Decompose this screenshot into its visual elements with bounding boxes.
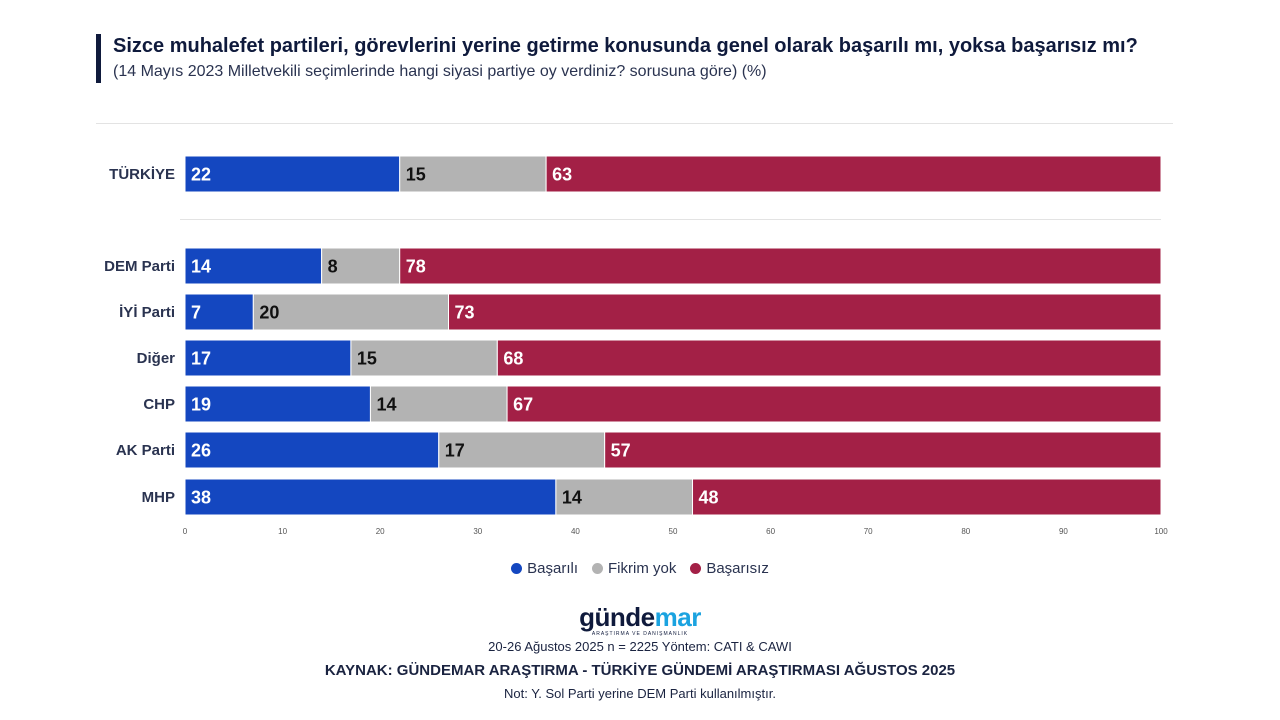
category-label: CHP	[143, 396, 175, 413]
legend-item-fikrim-yok: Fikrim yok	[592, 560, 676, 577]
legend-label: Başarılı	[527, 560, 578, 577]
data-label: 8	[328, 257, 338, 277]
x-tick-label: 80	[961, 527, 970, 536]
category-label: AK Parti	[116, 442, 175, 459]
bar-segment	[184, 478, 557, 516]
legend-dot-icon	[690, 563, 702, 574]
bar-segment	[692, 478, 1162, 516]
x-tick-label: 30	[473, 527, 482, 536]
legend: Başarılı Fikrim yok Başarısız	[0, 560, 1280, 577]
x-tick-label: 0	[183, 527, 188, 536]
bar-segment	[399, 155, 547, 193]
bar-segment	[184, 431, 440, 469]
bar-segment	[184, 339, 352, 377]
data-label: 57	[611, 441, 631, 461]
data-label: 19	[191, 395, 211, 415]
bar-segment	[399, 247, 1162, 285]
legend-dot-icon	[592, 563, 603, 574]
data-label: 68	[503, 349, 523, 369]
data-label: 67	[513, 395, 533, 415]
legend-label: Başarısız	[706, 560, 769, 577]
gundemar-logo: gündemar ARAŞTIRMA VE DANIŞMANLIK	[0, 604, 1280, 637]
chart-subtitle: (14 Mayıs 2023 Milletvekili seçimlerinde…	[113, 63, 767, 80]
data-label: 14	[562, 488, 582, 508]
title-block: Sizce muhalefet partileri, görevlerini y…	[96, 34, 1193, 83]
bar-segment	[545, 155, 1162, 193]
x-tick-label: 40	[571, 527, 580, 536]
data-label: 63	[552, 165, 572, 185]
title-divider	[96, 123, 1173, 124]
bar-segment	[496, 339, 1162, 377]
x-tick-label: 90	[1059, 527, 1068, 536]
logo-part2: mar	[654, 602, 702, 632]
footer-method: 20-26 Ağustos 2025 n = 2225 Yöntem: CATI…	[488, 639, 792, 654]
bar-segment	[184, 247, 323, 285]
logo-tagline: ARAŞTIRMA VE DANIŞMANLIK	[591, 631, 689, 637]
x-tick-label: 50	[669, 527, 678, 536]
x-tick-label: 70	[864, 527, 873, 536]
data-label: 26	[191, 441, 211, 461]
legend-dot-icon	[511, 563, 523, 574]
category-label: DEM Parti	[104, 258, 175, 275]
bar-segment	[448, 293, 1162, 331]
data-label: 7	[191, 303, 201, 323]
data-label: 15	[406, 165, 426, 185]
bar-segment	[604, 431, 1162, 469]
logo-wordmark: gündemar	[0, 604, 1280, 630]
bar-segment	[252, 293, 450, 331]
category-label: İYİ Parti	[119, 304, 175, 321]
data-label: 38	[191, 488, 211, 508]
x-tick-label: 10	[278, 527, 287, 536]
legend-item-basarili: Başarılı	[511, 560, 578, 577]
x-tick-label: 20	[376, 527, 385, 536]
x-tick-label: 60	[766, 527, 775, 536]
data-label: 17	[445, 441, 465, 461]
logo-part1: günde	[579, 602, 655, 632]
bar-segment	[321, 247, 401, 285]
bar-segment	[506, 385, 1162, 423]
bar-segment	[184, 293, 254, 331]
data-label: 20	[259, 303, 279, 323]
x-tick-label: 100	[1154, 527, 1168, 536]
bar-segment	[369, 385, 508, 423]
data-label: 78	[406, 257, 426, 277]
data-label: 22	[191, 165, 211, 185]
data-label: 48	[699, 488, 719, 508]
bar-segment	[184, 385, 371, 423]
data-label: 73	[455, 303, 475, 323]
footer-source: KAYNAK: GÜNDEMAR ARAŞTIRMA - TÜRKİYE GÜN…	[324, 662, 956, 679]
chart-title: Sizce muhalefet partileri, görevlerini y…	[113, 35, 1138, 57]
bar-segment	[184, 155, 401, 193]
data-label: 14	[191, 257, 211, 277]
category-label: Diğer	[137, 350, 176, 367]
footer-note: Not: Y. Sol Parti yerine DEM Parti kulla…	[504, 686, 776, 701]
category-label: MHP	[142, 489, 175, 506]
legend-item-basarisiz: Başarısız	[690, 560, 769, 577]
data-label: 14	[376, 395, 396, 415]
category-label: TÜRKİYE	[109, 166, 175, 183]
legend-label: Fikrim yok	[608, 560, 677, 577]
data-label: 15	[357, 349, 377, 369]
data-label: 17	[191, 349, 211, 369]
